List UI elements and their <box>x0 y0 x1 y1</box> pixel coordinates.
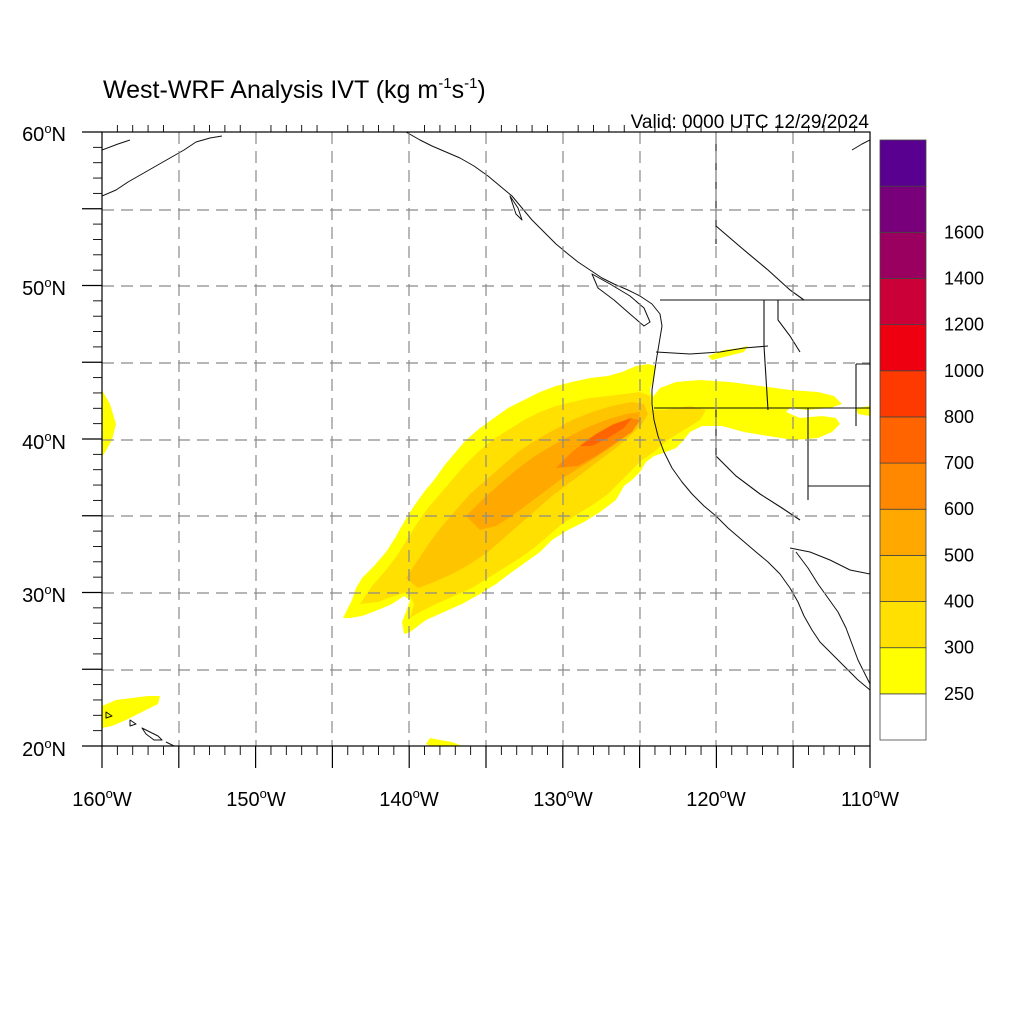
alaska-coast <box>102 135 223 197</box>
lon-label-150: 150oW <box>226 786 286 811</box>
colorbar-swatch <box>879 185 927 233</box>
colorbar-label: 1400 <box>944 268 984 288</box>
lat-label-20: 20oN <box>22 736 66 761</box>
longitude-labels: 160oW 150oW 140oW 130oW 120oW 110oW <box>72 786 899 811</box>
colorbar-label: 1000 <box>944 361 984 381</box>
colorbar-label: 800 <box>944 407 974 427</box>
utah-az <box>808 363 870 487</box>
mexico-border <box>789 547 870 575</box>
latitude-labels: 60oN 50oN 40oN 30oN 20oN <box>22 121 66 761</box>
ivt-patch-south <box>426 738 462 746</box>
valid-time: Valid: 0000 UTC 12/29/2024 <box>631 112 870 133</box>
colorbar-swatch <box>879 370 927 418</box>
bc-alberta-border <box>715 225 805 301</box>
colorbar-swatch <box>879 324 927 372</box>
baja-coast <box>795 551 870 685</box>
lon-label-120: 120oW <box>686 786 746 811</box>
colorbar-label: 250 <box>944 684 974 704</box>
colorbar-label: 300 <box>944 638 974 658</box>
colorbar-label: 400 <box>944 592 974 612</box>
alaska-panhandle-coast <box>405 132 663 363</box>
lon-label-140: 140oW <box>379 786 439 811</box>
colorbar-labels: 250 300 400 500 600 700 800 1000 1200 1400 1600 <box>944 222 984 704</box>
coastlines <box>102 132 870 746</box>
lat-label-40: 40oN <box>22 429 66 454</box>
tick-marks <box>82 125 871 768</box>
lon-label-130: 130oW <box>533 786 593 811</box>
idaho-border <box>763 300 801 411</box>
far-ne-coast <box>851 139 870 151</box>
colorbar-label: 500 <box>944 545 974 565</box>
islands-bc <box>509 195 651 327</box>
colorbar <box>879 139 927 741</box>
colorbar-label: 600 <box>944 499 974 519</box>
colorbar-label: 700 <box>944 453 974 473</box>
colorbar-swatch <box>879 508 927 556</box>
map-title: West-WRF Analysis IVT (kg m-1s-1) <box>103 75 486 104</box>
colorbar-swatch <box>879 554 927 602</box>
ivt-patch-hawaii <box>102 696 160 728</box>
oregon-wa-border <box>655 345 769 355</box>
colorbar-swatch <box>879 278 927 326</box>
ivt-700-contour <box>580 418 632 446</box>
ca-nv-border <box>715 408 801 521</box>
hawaii-islands <box>105 711 175 746</box>
lon-label-160: 160oW <box>72 786 132 811</box>
colorbar-swatch <box>879 139 927 187</box>
lat-label-60: 60oN <box>22 121 66 146</box>
west-coast-us <box>651 361 870 691</box>
colorbar-swatch <box>879 647 927 695</box>
graticule <box>102 132 870 746</box>
colorbar-swatch <box>879 416 927 464</box>
ivt-shading <box>102 346 870 746</box>
colorbar-swatch <box>879 462 927 510</box>
colorbar-swatch <box>879 231 927 279</box>
lon-label-110: 110oW <box>841 786 899 811</box>
map-panel <box>82 125 871 768</box>
colorbar-swatch <box>879 601 927 649</box>
colorbar-swatch <box>879 693 927 741</box>
lat-label-30: 30oN <box>22 582 66 607</box>
colorbar-label: 1600 <box>944 222 984 242</box>
political-borders <box>654 132 870 575</box>
colorbar-label: 1200 <box>944 315 984 335</box>
lat-label-50: 50oN <box>22 275 66 300</box>
